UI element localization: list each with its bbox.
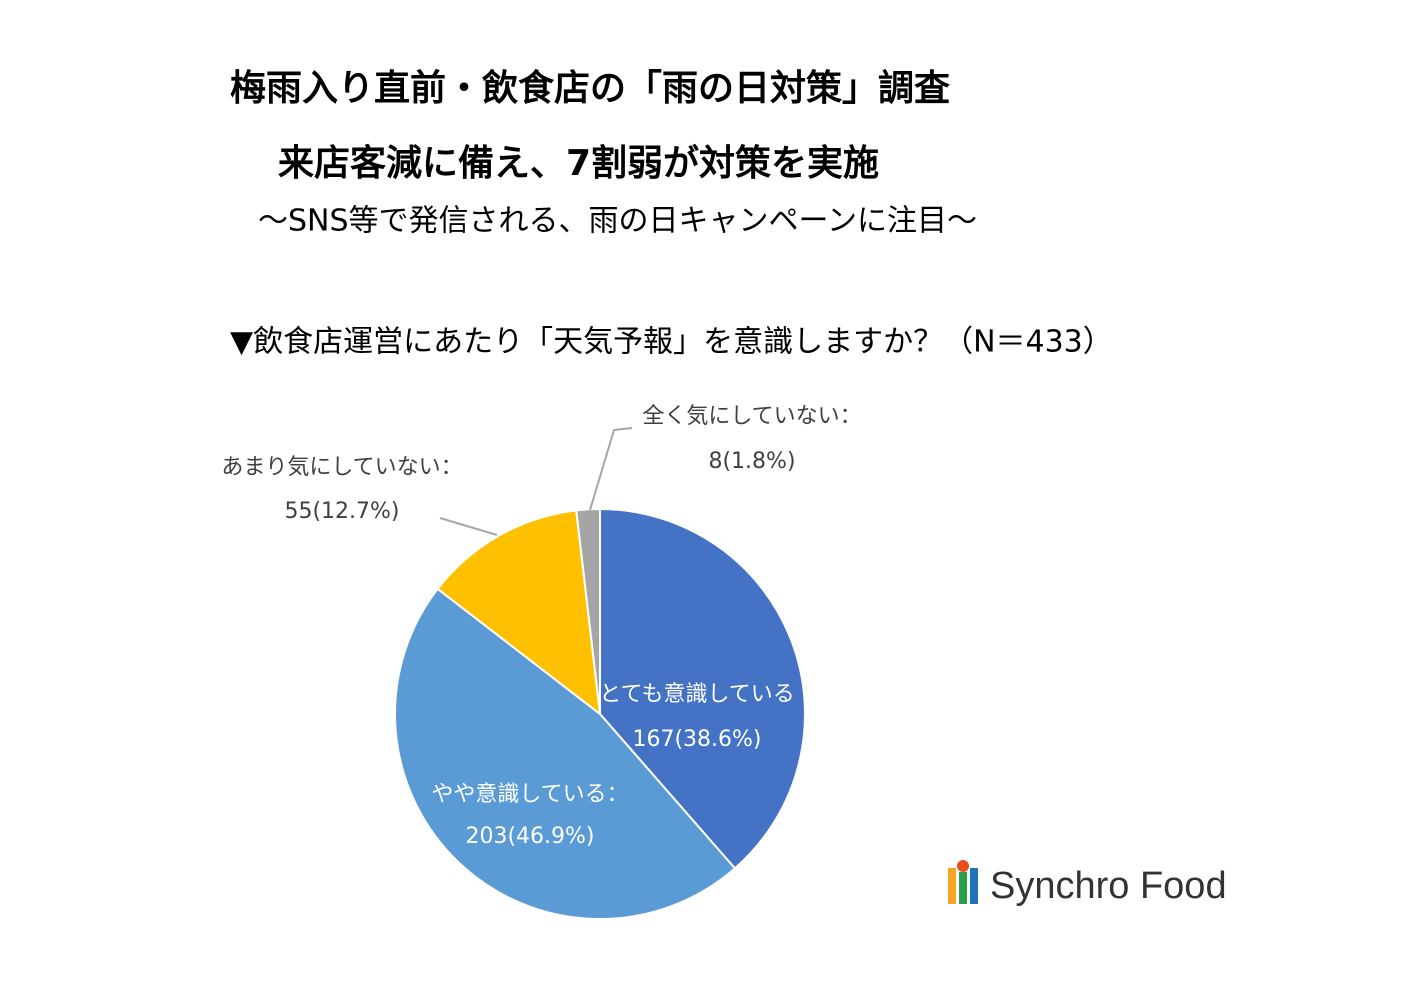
category-label: とても意識している bbox=[599, 682, 795, 707]
value-label: 8(1.8%) bbox=[708, 449, 795, 474]
leader-line bbox=[439, 517, 498, 536]
subtitle-2: ～SNS等で発信される、雨の日キャンペーンに注目～ bbox=[258, 204, 977, 239]
subtitle: 来店客減に備え、7割弱が対策を実施 bbox=[278, 143, 879, 184]
logo-icon bbox=[957, 860, 969, 872]
logo-text: Synchro Food bbox=[990, 865, 1227, 907]
pie bbox=[394, 507, 806, 920]
title: 梅雨入り直前・飲食店の「雨の日対策」調査 bbox=[230, 68, 950, 109]
pie-slice bbox=[436, 509, 602, 717]
logo: Synchro Food bbox=[948, 860, 1227, 907]
leader-line bbox=[589, 427, 633, 511]
pie-slice bbox=[575, 507, 601, 715]
category-label: あまり気にしていない： bbox=[221, 455, 462, 480]
logo-icon bbox=[970, 868, 978, 904]
question: ▼飲食店運営にあたり「天気予報」を意識しますか？（N＝433） bbox=[230, 325, 1113, 360]
pie-slice bbox=[599, 507, 806, 870]
category-label: やや意識している： bbox=[431, 782, 628, 807]
category-label: 全く気にしていない： bbox=[642, 404, 861, 429]
logo-icon bbox=[959, 872, 967, 904]
value-label: 203(46.9%) bbox=[465, 824, 594, 849]
value-label: 167(38.6%) bbox=[632, 727, 761, 752]
logo-icon bbox=[948, 868, 956, 904]
value-label: 55(12.7%) bbox=[284, 499, 399, 524]
pie-slice bbox=[394, 587, 737, 920]
